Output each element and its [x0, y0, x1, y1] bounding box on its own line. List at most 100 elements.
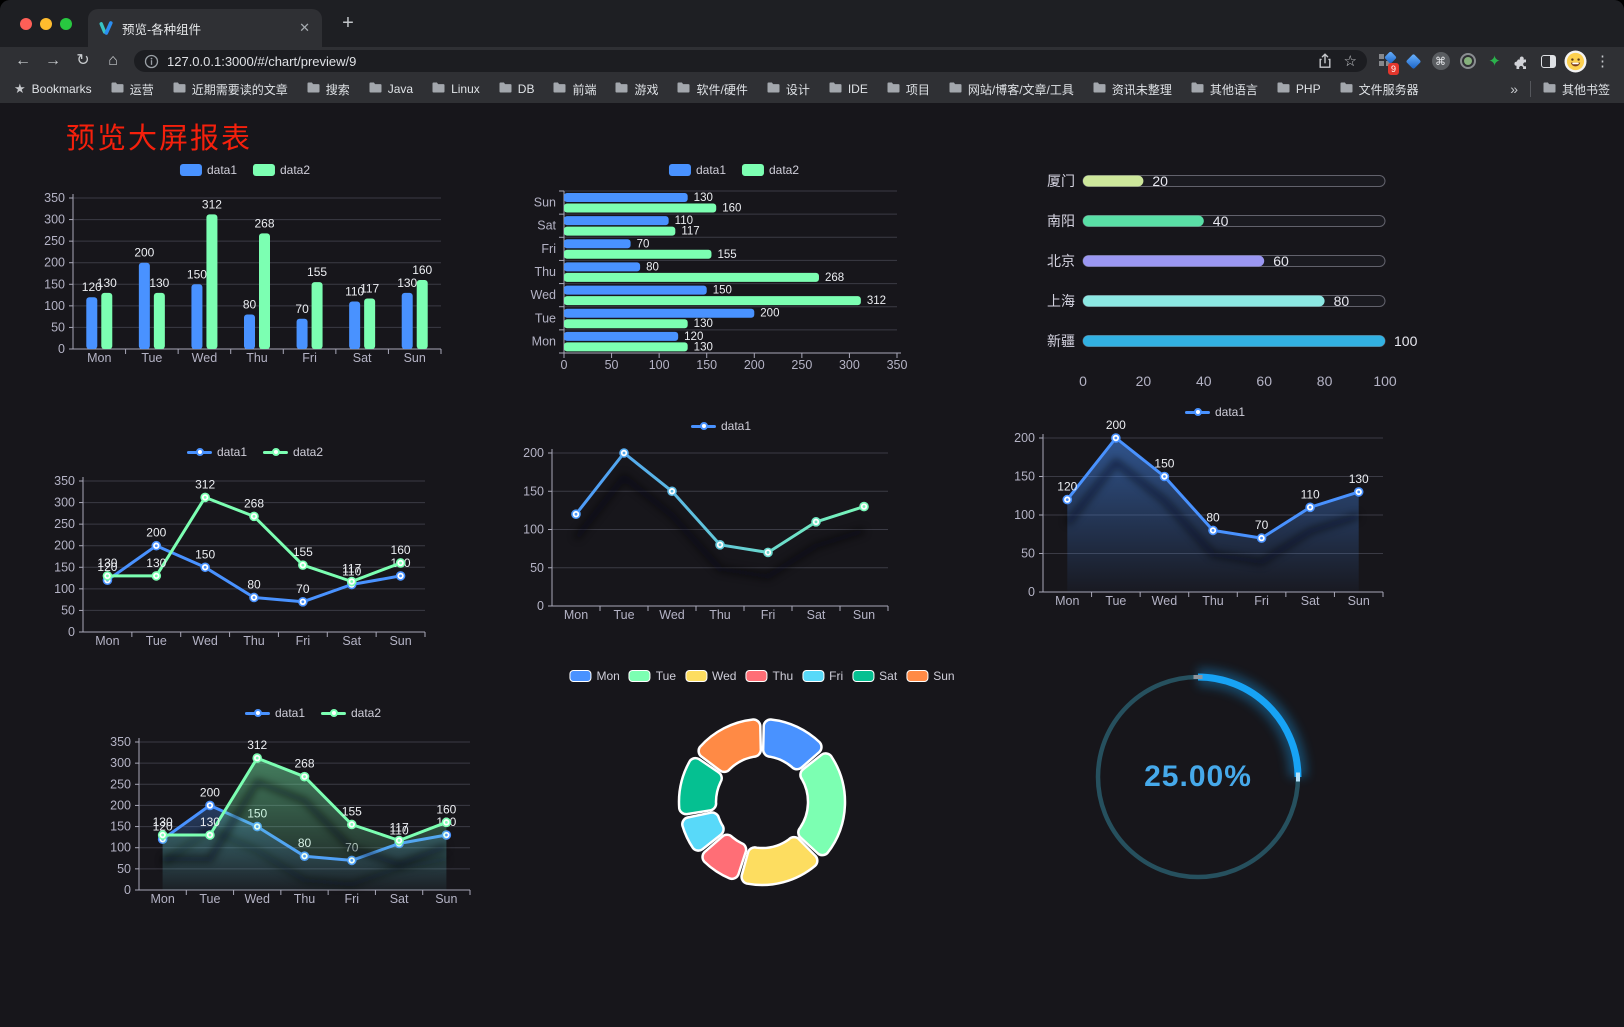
- svg-text:120: 120: [1057, 480, 1077, 494]
- svg-text:60: 60: [1273, 253, 1289, 269]
- chart-legend: data1: [690, 419, 751, 433]
- bookmarks-root-folder[interactable]: ★ Bookmarks: [14, 81, 92, 97]
- svg-text:150: 150: [696, 358, 717, 372]
- legend-item-data2[interactable]: data2: [742, 163, 799, 177]
- legend-item-data1[interactable]: data1: [244, 706, 305, 720]
- svg-text:200: 200: [146, 526, 166, 540]
- close-window-button[interactable]: [20, 18, 32, 30]
- bookmark-folder-label: 网站/博客/文章/工具: [967, 82, 1074, 97]
- legend-item-data1[interactable]: data1: [668, 163, 726, 177]
- bookmarks-folder-item[interactable]: DB: [499, 82, 534, 96]
- chart-legend: data1 data2: [668, 163, 799, 177]
- svg-text:130: 130: [1349, 472, 1369, 486]
- legend-item-data2[interactable]: data2: [253, 163, 310, 177]
- extension-tabs-icon[interactable]: 9: [1373, 48, 1400, 75]
- reload-icon[interactable]: ↻: [76, 52, 90, 69]
- legend-label: data2: [293, 445, 324, 459]
- bookmarks-folder-item[interactable]: 设计: [767, 81, 810, 98]
- tab-close-icon[interactable]: ✕: [299, 20, 310, 35]
- browser-menu-icon[interactable]: ⋮: [1595, 53, 1610, 70]
- other-bookmarks-folder[interactable]: 其他书签: [1543, 81, 1610, 98]
- svg-text:150: 150: [110, 820, 131, 834]
- bookmarks-folder-item[interactable]: 搜索: [307, 81, 350, 98]
- bookmarks-root-label: Bookmarks: [31, 82, 92, 96]
- extension-record-icon[interactable]: [1454, 48, 1481, 74]
- legend-item-data1[interactable]: data1: [1184, 405, 1245, 419]
- svg-text:200: 200: [54, 539, 75, 553]
- bookmarks-folder-item[interactable]: 项目: [887, 81, 930, 98]
- extensions-puzzle-icon[interactable]: [1508, 48, 1535, 74]
- folder-icon: [111, 82, 124, 96]
- fullscreen-window-button[interactable]: [60, 18, 72, 30]
- bookmark-folder-label: 项目: [905, 82, 930, 97]
- legend-item-data2[interactable]: data2: [321, 706, 381, 720]
- bookmark-star-icon[interactable]: ☆: [1343, 53, 1357, 70]
- back-icon[interactable]: ←: [15, 52, 31, 69]
- svg-text:60: 60: [1256, 373, 1272, 389]
- side-panel-icon[interactable]: [1535, 48, 1562, 74]
- legend-item-Wed[interactable]: Wed: [685, 669, 736, 683]
- legend-item-Sun[interactable]: Sun: [906, 669, 955, 683]
- legend-item-data1[interactable]: data1: [186, 445, 247, 459]
- svg-text:160: 160: [436, 802, 456, 816]
- site-info-icon[interactable]: [144, 54, 159, 69]
- profile-avatar[interactable]: [1562, 48, 1589, 74]
- bookmarks-folder-item[interactable]: 近期需要读的文章: [173, 81, 288, 98]
- svg-text:130: 130: [97, 556, 117, 570]
- bookmarks-folder-item[interactable]: 其他语言: [1191, 81, 1258, 98]
- svg-text:200: 200: [110, 798, 131, 812]
- svg-text:150: 150: [1154, 457, 1174, 471]
- chart-legend: data1 data2: [179, 163, 310, 177]
- bookmark-folder-label: 搜索: [325, 82, 350, 97]
- browser-tab[interactable]: 预览-各种组件 ✕: [88, 9, 322, 47]
- bookmarks-folder-item[interactable]: PHP: [1277, 82, 1321, 96]
- extension-command-icon[interactable]: ⌘: [1427, 48, 1454, 74]
- forward-icon[interactable]: →: [45, 52, 61, 69]
- gradient-line-chart: 0 50 100 150 200 Mon Tue Wed Thu Fri Sat Sun: [523, 446, 889, 622]
- legend-item-Thu[interactable]: Thu: [745, 669, 793, 683]
- new-tab-button[interactable]: +: [342, 12, 354, 34]
- legend-item-Sat[interactable]: Sat: [852, 669, 897, 683]
- legend-item-Tue[interactable]: Tue: [628, 669, 676, 683]
- bookmarks-overflow-button[interactable]: »: [1510, 81, 1518, 97]
- progress-row-南阳: 南阳 40: [1047, 213, 1386, 229]
- bookmarks-folder-item[interactable]: 网站/博客/文章/工具: [949, 81, 1074, 98]
- legend-item-Mon[interactable]: Mon: [569, 669, 620, 683]
- chart-legend: data1 data2: [244, 706, 381, 720]
- bookmarks-folder-item[interactable]: 前端: [553, 81, 596, 98]
- extension-green-star-icon[interactable]: ✦: [1488, 53, 1501, 70]
- home-icon[interactable]: ⌂: [108, 52, 118, 69]
- legend-item-data1[interactable]: data1: [179, 163, 237, 177]
- tab-strip: 预览-各种组件 ✕ +: [0, 0, 1624, 47]
- folder-icon: [767, 82, 780, 96]
- legend-item-Fri[interactable]: Fri: [802, 669, 843, 683]
- bookmarks-folder-item[interactable]: 软件/硬件: [677, 81, 748, 98]
- address-bar[interactable]: 127.0.0.1:3000/#/chart/preview/9 ☆: [134, 50, 1367, 72]
- legend-item-data2[interactable]: data2: [263, 445, 323, 459]
- progress-row-上海: 上海 80: [1047, 293, 1386, 309]
- legend-item-data1[interactable]: data1: [690, 419, 751, 433]
- bookmarks-folder-item[interactable]: 文件服务器: [1340, 81, 1419, 98]
- svg-text:Fri: Fri: [1254, 594, 1269, 608]
- share-icon[interactable]: [1318, 53, 1332, 69]
- bookmarks-folder-item[interactable]: 运营: [111, 81, 154, 98]
- minimize-window-button[interactable]: [40, 18, 52, 30]
- legend-label: Wed: [712, 669, 737, 683]
- svg-text:155: 155: [307, 265, 327, 279]
- svg-text:110: 110: [675, 215, 693, 227]
- bookmarks-bar: ★ Bookmarks 运营 近期需要读的文章 搜索 Java Linux DB 前端 游戏 软…: [0, 75, 1624, 103]
- svg-text:300: 300: [54, 496, 75, 510]
- bookmarks-folder-item[interactable]: 资讯未整理: [1093, 81, 1172, 98]
- bookmarks-folder-item[interactable]: 游戏: [615, 81, 658, 98]
- svg-text:150: 150: [187, 267, 207, 281]
- svg-text:Sun: Sun: [389, 634, 411, 648]
- bookmarks-star-icon: ★: [14, 81, 26, 96]
- svg-text:150: 150: [1014, 470, 1035, 484]
- svg-text:130: 130: [97, 276, 117, 290]
- svg-text:Tue: Tue: [146, 634, 167, 648]
- bookmarks-folder-item[interactable]: Java: [369, 82, 413, 96]
- extension-gem-icon[interactable]: [1400, 48, 1427, 74]
- bookmarks-folder-item[interactable]: Linux: [432, 82, 480, 96]
- bookmarks-folder-item[interactable]: IDE: [829, 82, 868, 96]
- donut-pie-chart: [677, 718, 847, 887]
